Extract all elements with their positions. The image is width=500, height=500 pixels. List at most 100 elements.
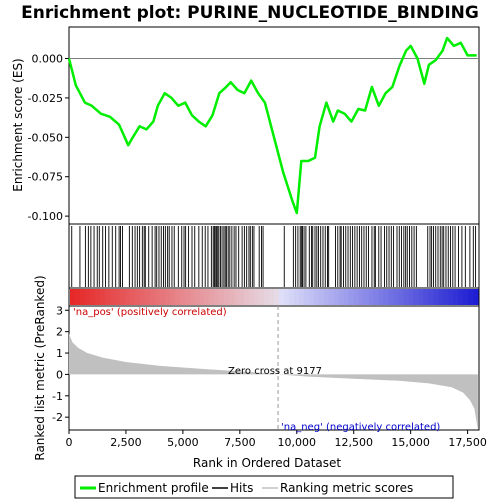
colorbar-segment [120,289,126,305]
colorbar-segment [184,289,190,305]
colorbar-segment [468,289,474,305]
colorbar-segment [105,289,111,305]
colorbar-segment [174,289,180,305]
colorbar-segment [249,289,255,305]
colorbar-segment [165,289,171,305]
colorbar-segment [125,289,131,305]
colorbar-segment [339,289,345,305]
colorbar-segment [209,289,215,305]
colorbar-segment [100,289,106,305]
metric-tick-label: -2 [52,411,63,424]
colorbar-segment [324,289,330,305]
x-tick-label: 12,500 [334,436,373,449]
x-tick-label: 0 [66,436,73,449]
colorbar-segment [219,289,225,305]
colorbar-segment [229,289,235,305]
colorbar-segment [189,289,195,305]
colorbar-segment [155,289,161,305]
colorbar-segment [443,289,449,305]
colorbar-segment [140,289,146,305]
colorbar-segment [448,289,454,305]
colorbar-segment [244,289,250,305]
colorbar-segment [95,289,101,305]
metric-axis-label: Ranked list metric (PreRanked) [33,275,47,460]
pos-annotation: 'na_pos' (positively correlated) [73,307,227,318]
metric-tick-label: 3 [56,304,63,317]
colorbar-segment [408,289,414,305]
colorbar-segment [403,289,409,305]
colorbar-segment [80,289,86,305]
colorbar-segment [349,289,355,305]
zero-cross-annotation: Zero cross at 9177 [228,366,322,377]
x-tick-label: 5,000 [167,436,199,449]
colorbar-segment [179,289,185,305]
colorbar-segment [85,289,91,305]
colorbar-segment [304,289,310,305]
colorbar-segment [145,289,151,305]
colorbar-segment [398,289,404,305]
colorbar-segment [319,289,325,305]
colorbar-segment [463,289,469,305]
colorbar-segment [359,289,365,305]
colorbar-segment [453,289,459,305]
metric-tick-label: 1 [56,347,63,360]
colorbar-segment [135,289,141,305]
colorbar-segment [364,289,370,305]
colorbar-segment [413,289,419,305]
colorbar-segment [110,289,116,305]
colorbar-segment [309,289,315,305]
colorbar-segment [90,289,96,305]
colorbar-segment [383,289,389,305]
colorbar-segment [299,289,305,305]
colorbar-segment [160,289,166,305]
colorbar-segment [170,289,176,305]
colorbar-segment [378,289,384,305]
colorbar-segment [374,289,380,305]
colorbar-segment [473,289,479,305]
colorbar-segment [314,289,320,305]
colorbar-segment [393,289,399,305]
colorbar-segment [239,289,245,305]
x-tick-label: 15,000 [391,436,430,449]
colorbar-segment [274,289,280,305]
colorbar-segment [199,289,205,305]
colorbar-segment [369,289,375,305]
x-tick-label: 17,500 [448,436,487,449]
colorbar-segment [254,289,260,305]
colorbar-segment [329,289,335,305]
colorbar-segment [269,289,275,305]
colorbar-segment [428,289,434,305]
chart-title: Enrichment plot: PURINE_NUCLEOTIDE_BINDI… [21,3,479,23]
x-tick-label: 7,500 [224,436,256,449]
colorbar-segment [70,289,76,305]
colorbar-segment [214,289,220,305]
es-axis-label: Enrichment score (ES) [11,58,25,191]
es-tick-label: -0.100 [28,210,63,223]
colorbar-segment [458,289,464,305]
metric-tick-label: -1 [52,390,63,403]
colorbar-segment [294,289,300,305]
colorbar-segment [194,289,200,305]
es-tick-label: -0.025 [28,92,63,105]
colorbar-segment [344,289,350,305]
colorbar-segment [224,289,230,305]
colorbar-segment [234,289,240,305]
colorbar-segment [264,289,270,305]
rank-colorbar [70,289,479,305]
colorbar-segment [438,289,444,305]
colorbar-segment [433,289,439,305]
x-tick-label: 2,500 [110,436,142,449]
colorbar-segment [115,289,121,305]
colorbar-segment [279,289,285,305]
colorbar-segment [423,289,429,305]
colorbar-segment [75,289,81,305]
neg-annotation: 'na_neg' (negatively correlated) [281,422,440,433]
es-tick-label: 0.000 [32,53,64,66]
es-tick-label: -0.075 [28,171,63,184]
colorbar-segment [334,289,340,305]
colorbar-segment [150,289,156,305]
x-tick-label: 10,000 [278,436,317,449]
legend-hits-label: Hits [230,481,253,495]
colorbar-segment [388,289,394,305]
